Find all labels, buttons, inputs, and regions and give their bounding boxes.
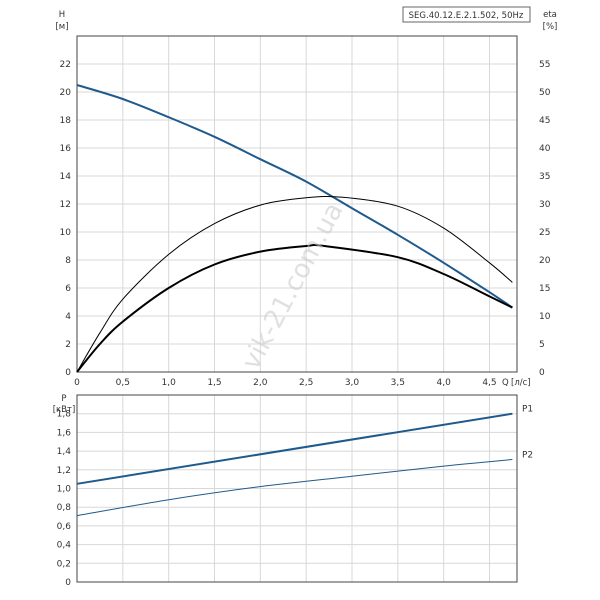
p-axis-name: P [61, 394, 66, 404]
head-curve [76, 84, 513, 309]
eta-axis-unit: [%] [543, 22, 558, 32]
eta-tick-label: 55 [539, 60, 550, 70]
h-axis-name: H [59, 10, 65, 20]
x-tick-label: 3,0 [345, 378, 360, 388]
eta-tick-label: 30 [539, 200, 551, 210]
x-tick-label: 1,5 [207, 378, 221, 388]
series-label-p1: P1 [522, 405, 533, 415]
x-tick-label: 1,0 [162, 378, 177, 388]
h-tick-label: 4 [65, 312, 71, 322]
watermark: vik-21.com.ua [236, 198, 349, 375]
eta-tick-label: 50 [539, 88, 551, 98]
p-tick-label: 0 [65, 578, 71, 588]
h-tick-label: 8 [65, 256, 71, 266]
p-axis-unit: [кВт] [53, 405, 76, 415]
eta-tick-label: 25 [539, 228, 550, 238]
efficiency-curve-1 [76, 196, 513, 373]
h-tick-label: 0 [65, 368, 71, 378]
efficiency-curve-2 [76, 243, 513, 373]
eta-tick-label: 5 [539, 340, 545, 350]
h-tick-label: 20 [60, 88, 72, 98]
x-tick-label: 0,5 [116, 378, 130, 388]
eta-tick-label: 40 [539, 144, 551, 154]
p-tick-label: 0,6 [57, 522, 72, 532]
bottom-plot-frame [76, 394, 518, 583]
x-tick-label: 2,0 [253, 378, 268, 388]
power-curve-p1 [76, 412, 513, 485]
x-tick-label: 0 [74, 378, 80, 388]
p-tick-label: 1,4 [57, 447, 72, 457]
p-tick-label: 0,2 [57, 559, 71, 569]
h-axis-unit: [м] [55, 22, 68, 32]
q-axis-name: Q [502, 378, 509, 388]
h-tick-label: 10 [60, 228, 72, 238]
model-label: SEG.40.12.E.2.1.502, 50Hz [409, 11, 524, 21]
x-tick-label: 4,0 [437, 378, 452, 388]
x-tick-label: 3,5 [391, 378, 405, 388]
eta-tick-label: 0 [539, 368, 545, 378]
h-tick-label: 2 [65, 340, 71, 350]
p-tick-label: 1,2 [57, 466, 71, 476]
eta-tick-label: 15 [539, 284, 550, 294]
power-curve-p2 [76, 459, 513, 517]
h-tick-label: 18 [60, 116, 72, 126]
h-tick-label: 14 [60, 172, 72, 182]
h-tick-label: 16 [60, 144, 72, 154]
p-tick-label: 0,8 [57, 503, 72, 513]
model-label-box [402, 6, 531, 23]
series-label-p2: P2 [522, 451, 533, 461]
h-tick-label: 12 [60, 200, 71, 210]
p-tick-label: 1,0 [57, 485, 72, 495]
x-tick-label: 2,5 [299, 378, 313, 388]
eta-tick-label: 35 [539, 172, 550, 182]
x-tick-label: 4,5 [482, 378, 496, 388]
eta-tick-label: 10 [539, 312, 551, 322]
p-tick-label: 1,6 [57, 428, 72, 438]
p-tick-label: 1,8 [57, 410, 72, 420]
eta-tick-label: 20 [539, 256, 551, 266]
eta-axis-name: eta [543, 10, 557, 20]
q-axis-unit: [л/с] [511, 378, 531, 388]
h-tick-label: 22 [60, 60, 71, 70]
h-tick-label: 6 [65, 284, 71, 294]
eta-tick-label: 45 [539, 116, 550, 126]
p-tick-label: 0,4 [57, 541, 72, 551]
top-plot-frame [76, 35, 518, 373]
